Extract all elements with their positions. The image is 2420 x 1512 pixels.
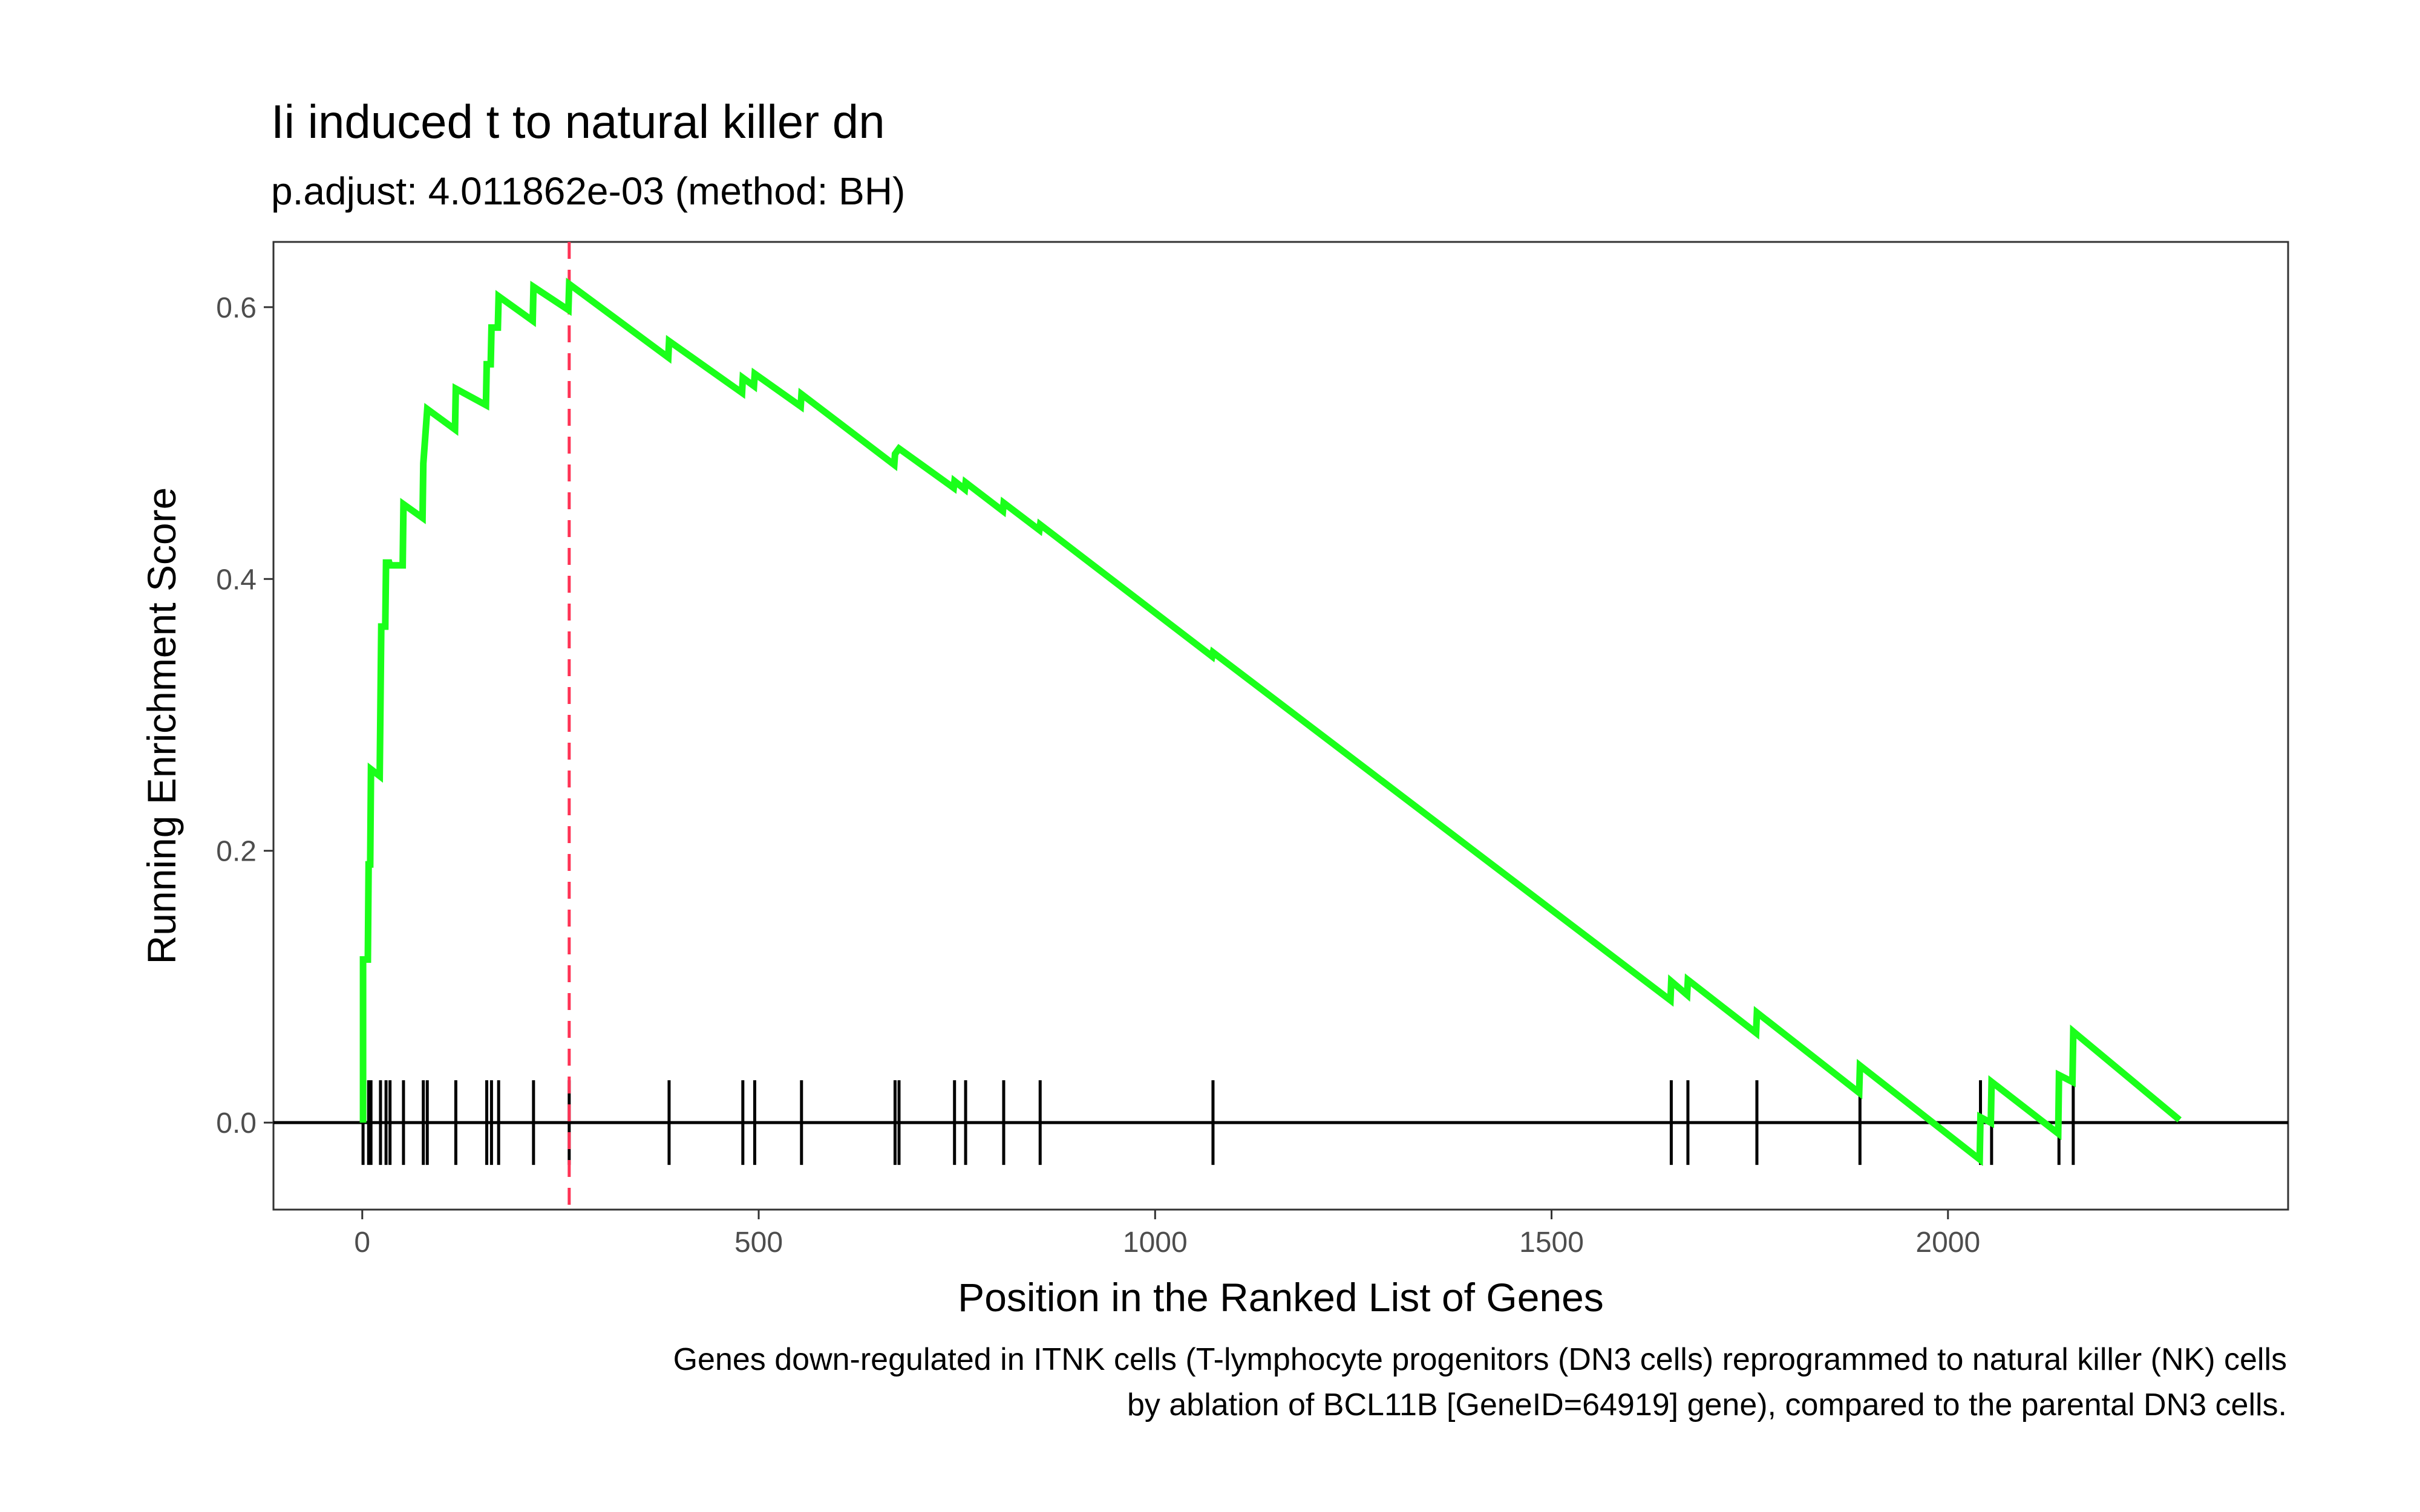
x-axis-ticks: 0 500 1000 1500 2000	[354, 1210, 1980, 1259]
y-tick-label-1: 0.2	[216, 836, 257, 868]
chart-subtitle: p.adjust: 4.011862e-03 (method: BH)	[271, 169, 905, 213]
caption-line-2: by ablation of BCL11B [GeneID=64919] gen…	[1127, 1387, 2287, 1422]
y-tick-label-3: 0.6	[216, 292, 257, 324]
y-tick-label-2: 0.4	[216, 564, 257, 596]
chart-title: Ii induced t to natural killer dn	[271, 95, 885, 148]
running-enrichment-line	[359, 278, 2182, 1167]
plot-panel	[272, 241, 2289, 1211]
x-axis-label: Position in the Ranked List of Genes	[958, 1275, 1604, 1320]
x-tick-label-4: 2000	[1915, 1227, 1980, 1259]
caption-line-1: Genes down-regulated in ITNK cells (T-ly…	[673, 1342, 2287, 1377]
x-tick-label-0: 0	[354, 1227, 370, 1259]
y-tick-label-0: 0.0	[216, 1107, 257, 1139]
y-axis-label: Running Enrichment Score	[139, 487, 184, 965]
y-axis-ticks: 0.0 0.2 0.4 0.6	[216, 292, 273, 1139]
x-tick-label-2: 1000	[1123, 1227, 1188, 1259]
x-tick-label-1: 500	[734, 1227, 783, 1259]
x-tick-label-3: 1500	[1519, 1227, 1584, 1259]
